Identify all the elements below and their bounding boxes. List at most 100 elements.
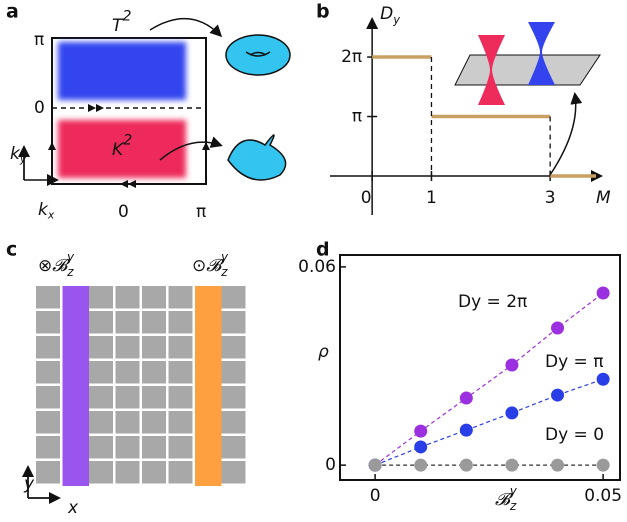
cell [142, 311, 166, 334]
label-sup: y [66, 250, 75, 264]
cell [221, 386, 246, 409]
cell [36, 411, 60, 434]
cell [62, 436, 89, 461]
tick: 0 [118, 202, 129, 222]
y-tick-label: 0 [325, 455, 336, 475]
label-sub: z [509, 499, 517, 513]
trend-line [374, 292, 604, 466]
cell [89, 286, 113, 309]
panel-b-inset [454, 22, 601, 176]
cell [89, 411, 113, 434]
series-label: Dy = π [545, 352, 603, 372]
x-tick-label: 1 [426, 188, 437, 208]
cell [221, 461, 246, 484]
series-label: Dy = 0 [545, 425, 604, 445]
label: ⊗𝓑zy [38, 250, 75, 279]
cell [168, 361, 193, 384]
point [459, 458, 473, 472]
label-sub: z [220, 265, 228, 279]
cell [142, 336, 166, 359]
label: kx [38, 200, 55, 221]
point [414, 424, 428, 438]
cell [168, 461, 193, 484]
label-sub: x [47, 208, 55, 221]
panel-a [18, 18, 291, 188]
cell [142, 411, 166, 434]
torus-icon [225, 34, 291, 76]
label: ⊙𝓑zy [192, 250, 229, 279]
cell [89, 336, 113, 359]
cell [36, 336, 60, 359]
cell [168, 411, 193, 434]
label-base: k [38, 200, 49, 220]
y-tick-label: π [352, 107, 362, 127]
cell [62, 336, 89, 361]
cell [62, 311, 89, 336]
label-prefix: ⊙ [192, 256, 206, 276]
label-base: k [10, 144, 21, 164]
point [459, 423, 473, 437]
cell [142, 286, 166, 309]
axis-label: y [23, 474, 35, 494]
cell [195, 386, 222, 411]
tick: π [34, 30, 44, 50]
label-base: 𝓑 [206, 256, 224, 276]
cell [142, 461, 166, 484]
axis-label: x [67, 498, 79, 518]
cell [36, 461, 60, 484]
cell [195, 311, 222, 336]
cell [115, 411, 140, 434]
label-base: D [380, 4, 393, 24]
point [368, 458, 382, 472]
cell [115, 436, 140, 459]
cell [168, 436, 193, 459]
point [414, 440, 428, 454]
label-base: T [112, 16, 124, 36]
y-tick-label: 0.06 [298, 257, 336, 277]
cell [221, 361, 246, 384]
cell [89, 311, 113, 334]
cell [115, 461, 140, 484]
label-sub: y [19, 152, 27, 165]
red-region [58, 120, 186, 178]
cell [195, 286, 222, 311]
label: 𝓑zy [495, 484, 518, 513]
x-tick-label: 0.05 [584, 486, 622, 506]
x-tick-label: 0 [361, 188, 372, 208]
panel-label: b [316, 1, 330, 23]
cell [62, 461, 89, 486]
arrow [549, 92, 583, 176]
panel-c-grid [36, 286, 246, 486]
label-sup: 2 [123, 132, 132, 148]
cell [195, 361, 222, 386]
cell [221, 286, 246, 309]
cell [115, 311, 140, 334]
tick: 0 [34, 98, 45, 118]
cell [36, 286, 60, 309]
klein-icon [227, 134, 287, 181]
label-sub: z [66, 265, 74, 279]
cell [195, 436, 222, 461]
cell [36, 436, 60, 459]
label: K2 [112, 132, 132, 160]
cell [62, 411, 89, 436]
cell [168, 286, 193, 309]
cell [89, 461, 113, 484]
cell [115, 336, 140, 359]
arrow [149, 18, 223, 38]
point [596, 372, 610, 386]
label-base: 𝓑 [52, 256, 70, 276]
cell [89, 436, 113, 459]
cell [168, 311, 193, 334]
x-tick-label: 3 [545, 188, 556, 208]
label-sup: y [509, 484, 518, 498]
plane [454, 54, 601, 86]
point [505, 358, 519, 372]
cell [89, 361, 113, 384]
cell [221, 311, 246, 334]
cell [36, 386, 60, 409]
point [505, 406, 519, 420]
cell [142, 361, 166, 384]
cell [115, 286, 140, 309]
